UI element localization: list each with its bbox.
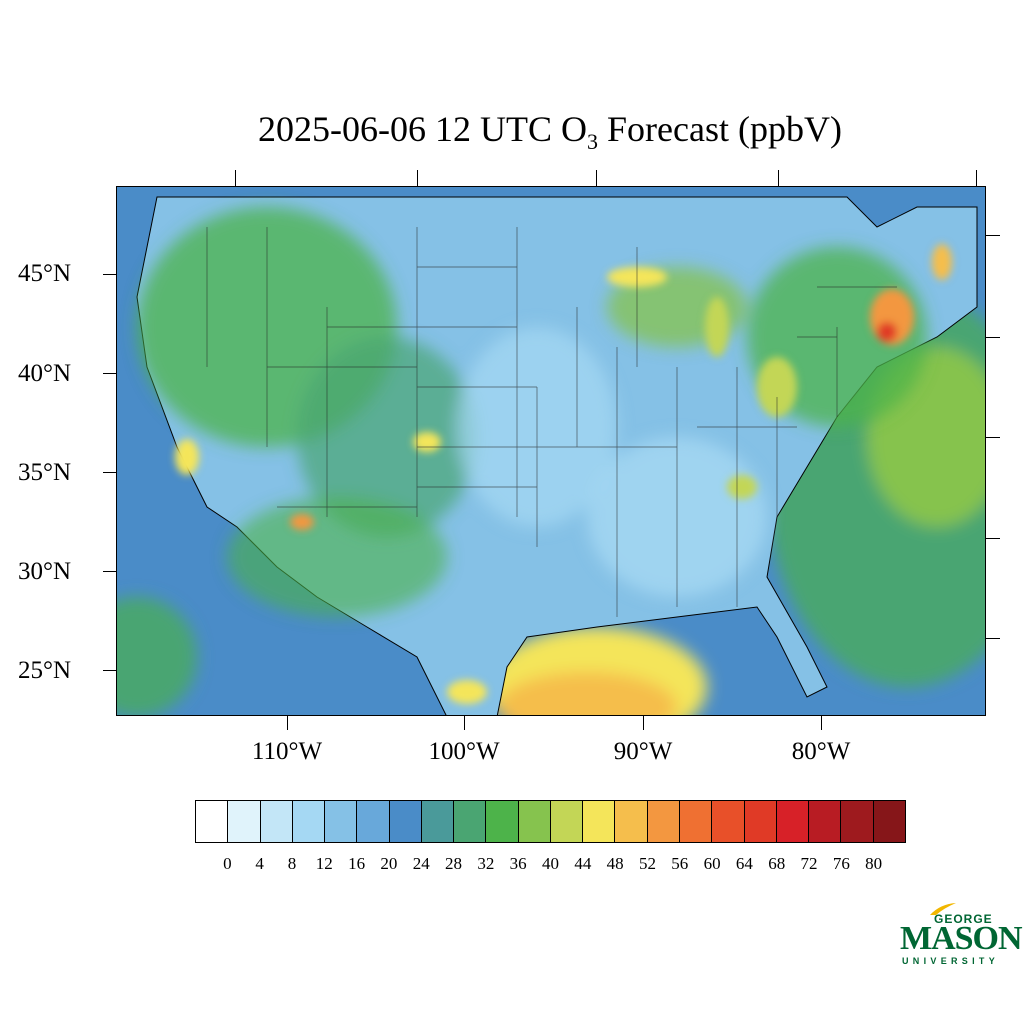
lon-label-90w: 90°W — [613, 738, 673, 765]
colorbar-swatch — [712, 801, 745, 842]
pacific-green-band — [117, 597, 197, 715]
right-tick-1 — [986, 235, 1000, 236]
lon-label-110w: 110°W — [251, 738, 323, 765]
california-yellow-spot — [175, 439, 199, 475]
ozone-field — [117, 187, 985, 715]
top-tick-1 — [235, 170, 236, 186]
colorbar-swatch — [647, 801, 680, 842]
bottom-tick-80w — [821, 716, 822, 730]
colorbar-tick-label: 4 — [255, 854, 264, 873]
top-tick-4 — [778, 170, 779, 186]
northeast-peak — [877, 322, 897, 342]
lon-label-100w: 100°W — [428, 738, 500, 765]
colorbar-tick-label: 8 — [287, 854, 297, 873]
colorbar-tick-label: 80 — [865, 854, 883, 873]
lat-label-40n: 40°N — [18, 360, 72, 387]
gulf-field-core — [497, 672, 677, 715]
gmu-logo: GEORGE MASON UNIVERSITY — [898, 902, 1023, 968]
colorbar-tick-label: 76 — [832, 854, 850, 873]
logo-swoosh-icon — [930, 903, 956, 915]
colorbar-swatch — [228, 801, 261, 842]
top-tick-5 — [976, 170, 977, 186]
right-tick-5 — [986, 638, 1000, 639]
bottom-tick-110w — [287, 716, 288, 730]
lat-label-45n: 45°N — [18, 260, 72, 287]
colorbar-tick-label: 60 — [703, 854, 721, 873]
colorbar-swatch — [292, 801, 326, 842]
colorbar-tick-label: 56 — [671, 854, 689, 873]
lake-michigan-plume — [705, 297, 729, 357]
colorbar-tick-label: 52 — [638, 854, 656, 873]
lat-label-35n: 35°N — [18, 459, 72, 486]
georgia-plume — [727, 475, 757, 499]
colorbar-swatch — [518, 801, 551, 842]
southwest-green-region — [227, 497, 447, 617]
logo-line3: UNIVERSITY — [902, 956, 1000, 966]
colorbar-tick-label: 24 — [412, 854, 430, 873]
colorbar-tick-label: 48 — [606, 854, 624, 873]
top-tick-2 — [417, 170, 418, 186]
colorbar-swatch — [196, 801, 229, 842]
colorbar-tick-label: 68 — [768, 854, 786, 873]
colorbar-tick-label: 40 — [542, 854, 559, 873]
colorbar-swatch — [809, 801, 842, 842]
left-tick-35n — [103, 472, 116, 473]
lat-label-25n: 25°N — [18, 657, 72, 684]
map-title: 2025-06-06 12 UTC O3 Forecast (ppbV) — [0, 108, 1024, 155]
left-tick-25n — [103, 670, 116, 671]
title-suffix: Forecast (ppbV) — [598, 109, 842, 149]
colorbar-tick-label: 72 — [800, 854, 818, 873]
colorbar-swatch — [841, 801, 874, 842]
colorbar — [195, 800, 906, 843]
top-tick-3 — [596, 170, 597, 186]
colorbar-swatch — [615, 801, 648, 842]
left-tick-45n — [103, 274, 116, 275]
colorbar-swatch — [260, 801, 293, 842]
colorbar-tick-label: 28 — [445, 854, 463, 873]
colorbar-swatch — [325, 801, 358, 842]
colorbar-swatch — [744, 801, 777, 842]
lat-label-30n: 30°N — [18, 558, 72, 585]
colorbar-tick-label: 20 — [380, 854, 398, 873]
colorbar-swatch — [583, 801, 616, 842]
maine-plume — [932, 244, 952, 280]
colorbar-tick-label: 64 — [735, 854, 753, 873]
left-tick-40n — [103, 373, 116, 374]
colorbar-tick-label: 44 — [574, 854, 592, 873]
lon-label-80w: 80°W — [791, 738, 851, 765]
left-tick-30n — [103, 571, 116, 572]
colorbar-swatch — [550, 801, 584, 842]
arizona-hotspot — [290, 514, 314, 530]
state-borders — [206, 227, 897, 617]
colorbar-swatch — [873, 801, 905, 842]
colorbar-tick-label: 16 — [348, 854, 366, 873]
ohio-valley-plume — [757, 357, 797, 417]
colorbar-swatch — [454, 801, 487, 842]
title-prefix: 2025-06-06 12 UTC O — [258, 109, 588, 149]
right-tick-3 — [986, 437, 1000, 438]
title-subscript: 3 — [587, 129, 599, 155]
colorbar-swatch — [389, 801, 422, 842]
bottom-tick-90w — [643, 716, 644, 730]
right-tick-2 — [986, 337, 1000, 338]
colorbar-swatch — [357, 801, 390, 842]
colorbar-tick-label: 36 — [509, 854, 527, 873]
texas-yellow-spot — [447, 680, 487, 704]
ozone-map — [116, 186, 986, 716]
logo-line1: GEORGE — [934, 912, 993, 926]
colorbar-tick-label: 12 — [315, 854, 333, 873]
colorbar-swatch — [679, 801, 713, 842]
colorbar-swatch — [421, 801, 455, 842]
colorbar-swatch — [776, 801, 810, 842]
bottom-tick-100w — [464, 716, 465, 730]
colorbar-tick-label: 32 — [477, 854, 495, 873]
right-tick-4 — [986, 538, 1000, 539]
colorbar-tick-label: 0 — [223, 854, 232, 873]
colorbar-swatch — [486, 801, 519, 842]
logo-line2: MASON — [900, 920, 1023, 957]
